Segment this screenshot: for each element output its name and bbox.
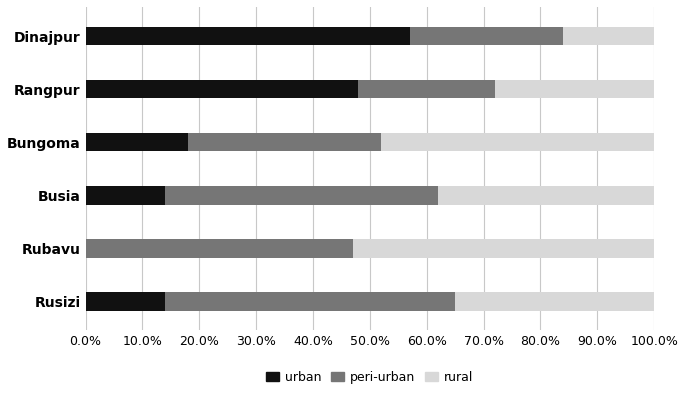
Bar — [165, 186, 438, 204]
Bar — [86, 292, 165, 311]
Bar — [86, 133, 188, 152]
Legend: urban, peri-urban, rural: urban, peri-urban, rural — [261, 366, 479, 389]
Bar — [455, 292, 654, 311]
Bar — [86, 80, 358, 98]
Bar — [495, 80, 654, 98]
Bar — [165, 292, 455, 311]
Bar — [358, 80, 495, 98]
Bar — [86, 27, 410, 46]
Bar — [353, 239, 654, 258]
Bar — [86, 186, 165, 204]
Bar — [410, 27, 563, 46]
Bar — [188, 133, 382, 152]
Bar — [382, 133, 654, 152]
Bar — [563, 27, 654, 46]
Bar — [86, 239, 353, 258]
Bar — [438, 186, 654, 204]
